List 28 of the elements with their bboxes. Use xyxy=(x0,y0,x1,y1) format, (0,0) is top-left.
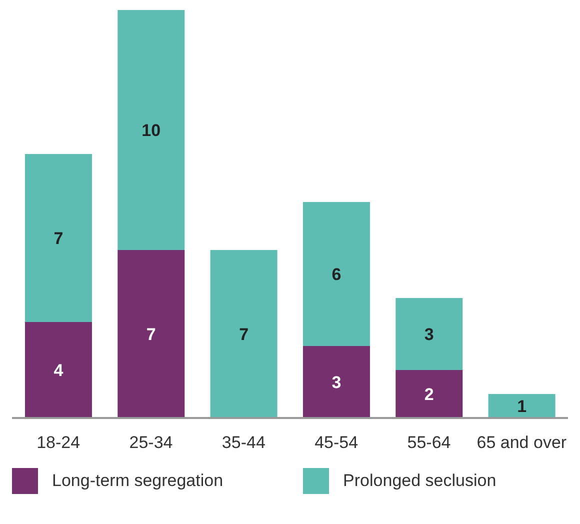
bar xyxy=(302,202,370,346)
data-label: 7 xyxy=(146,325,156,344)
bar xyxy=(118,10,185,250)
data-label: 7 xyxy=(239,325,249,344)
data-label: 3 xyxy=(332,373,342,392)
x-tick-label: 35-44 xyxy=(222,433,266,452)
bar xyxy=(210,250,278,418)
bar xyxy=(118,250,185,418)
x-tick-label: 45-54 xyxy=(314,433,358,452)
x-tick-label: 18-24 xyxy=(36,433,80,452)
bar xyxy=(24,322,92,418)
data-label: 4 xyxy=(54,361,64,380)
bar xyxy=(396,370,463,418)
bar xyxy=(24,154,92,322)
data-label: 2 xyxy=(424,385,434,404)
data-label: 1 xyxy=(517,397,527,416)
data-label: 3 xyxy=(424,325,434,344)
data-label: 7 xyxy=(54,229,64,248)
bar xyxy=(396,298,463,370)
x-tick-label: 25-34 xyxy=(129,433,173,452)
bar xyxy=(302,346,370,418)
legend-label: Prolonged seclusion xyxy=(343,471,496,491)
x-tick-label: 55-64 xyxy=(407,433,451,452)
data-label: 6 xyxy=(332,265,342,284)
data-label: 10 xyxy=(142,121,161,140)
legend-label: Long-term segregation xyxy=(52,471,224,491)
bar xyxy=(488,394,556,418)
x-tick-label: 65 and over xyxy=(476,433,567,452)
